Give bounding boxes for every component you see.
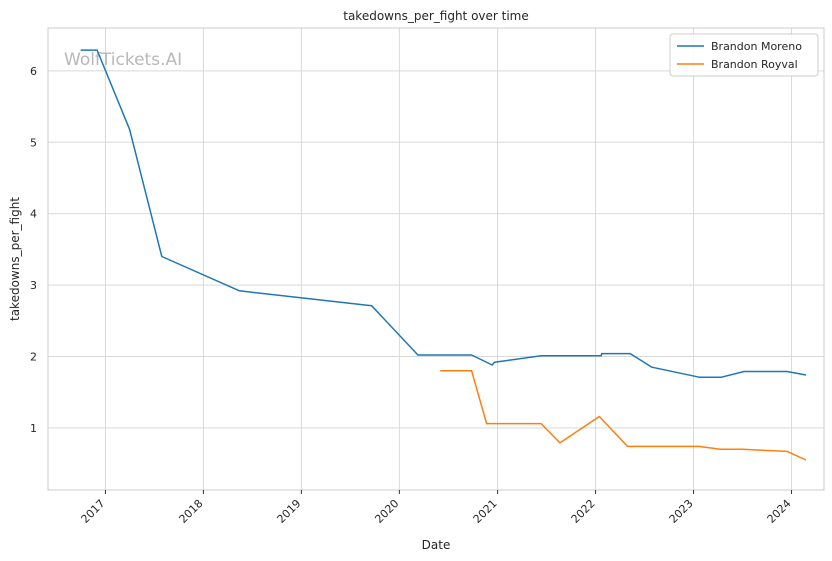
data-point (650, 366, 653, 369)
x-tick-label: 2022 (569, 497, 598, 526)
chart-title: takedowns_per_fight over time (343, 9, 529, 23)
data-point (697, 445, 700, 448)
data-point (786, 450, 789, 453)
data-point (804, 458, 807, 461)
data-point (128, 128, 131, 131)
x-tick-label: 2019 (275, 497, 304, 526)
y-tick-label: 2 (30, 350, 37, 363)
data-point (485, 422, 488, 425)
data-point (539, 354, 542, 357)
legend: Brandon Moreno Brandon Royval (669, 33, 819, 77)
data-point (785, 370, 788, 373)
x-tick-label: 2017 (79, 497, 108, 526)
data-point (804, 373, 807, 376)
data-point (626, 445, 629, 448)
data-point (600, 352, 603, 355)
data-point (439, 369, 442, 372)
legend-box (669, 33, 819, 77)
data-point (741, 448, 744, 451)
y-axis-ticks: 1 2 3 4 5 6 (30, 65, 37, 435)
y-tick-label: 3 (30, 279, 37, 292)
data-point (470, 353, 473, 356)
series-lines (79, 49, 807, 461)
series-line-0 (80, 49, 807, 378)
data-point (79, 49, 82, 52)
y-axis-label: takedowns_per_fight (8, 197, 22, 321)
data-point (598, 415, 601, 418)
data-point (539, 422, 542, 425)
legend-label: Brandon Royval (711, 58, 798, 71)
data-point (238, 289, 241, 292)
y-tick-label: 4 (30, 208, 37, 221)
y-tick-label: 1 (30, 422, 37, 435)
x-tick-label: 2023 (667, 497, 696, 526)
x-tick-label: 2018 (177, 497, 206, 526)
x-tick-label: 2021 (471, 497, 500, 526)
data-point (470, 369, 473, 372)
data-point (416, 353, 419, 356)
data-point (96, 49, 99, 52)
data-point (370, 304, 373, 307)
x-axis-ticks: 2017 2018 2019 2020 2021 2022 2023 2024 (79, 490, 794, 526)
plot-frame (47, 27, 825, 491)
data-point (742, 370, 745, 373)
data-point (698, 376, 701, 379)
x-tick-label: 2020 (372, 497, 401, 526)
watermark-text: WolfTickets.AI (64, 50, 182, 70)
data-point (719, 448, 722, 451)
plot-background (48, 28, 824, 490)
data-point (493, 361, 496, 364)
data-point (160, 255, 163, 258)
data-point (720, 376, 723, 379)
data-point (491, 363, 494, 366)
series-line-1 (440, 370, 807, 461)
data-point (629, 352, 632, 355)
legend-label: Brandon Moreno (711, 40, 802, 53)
x-tick-label: 2024 (765, 497, 794, 526)
x-axis-label: Date (422, 538, 451, 552)
y-tick-label: 5 (30, 136, 37, 149)
data-point (558, 441, 561, 444)
y-tick-label: 6 (30, 65, 37, 78)
